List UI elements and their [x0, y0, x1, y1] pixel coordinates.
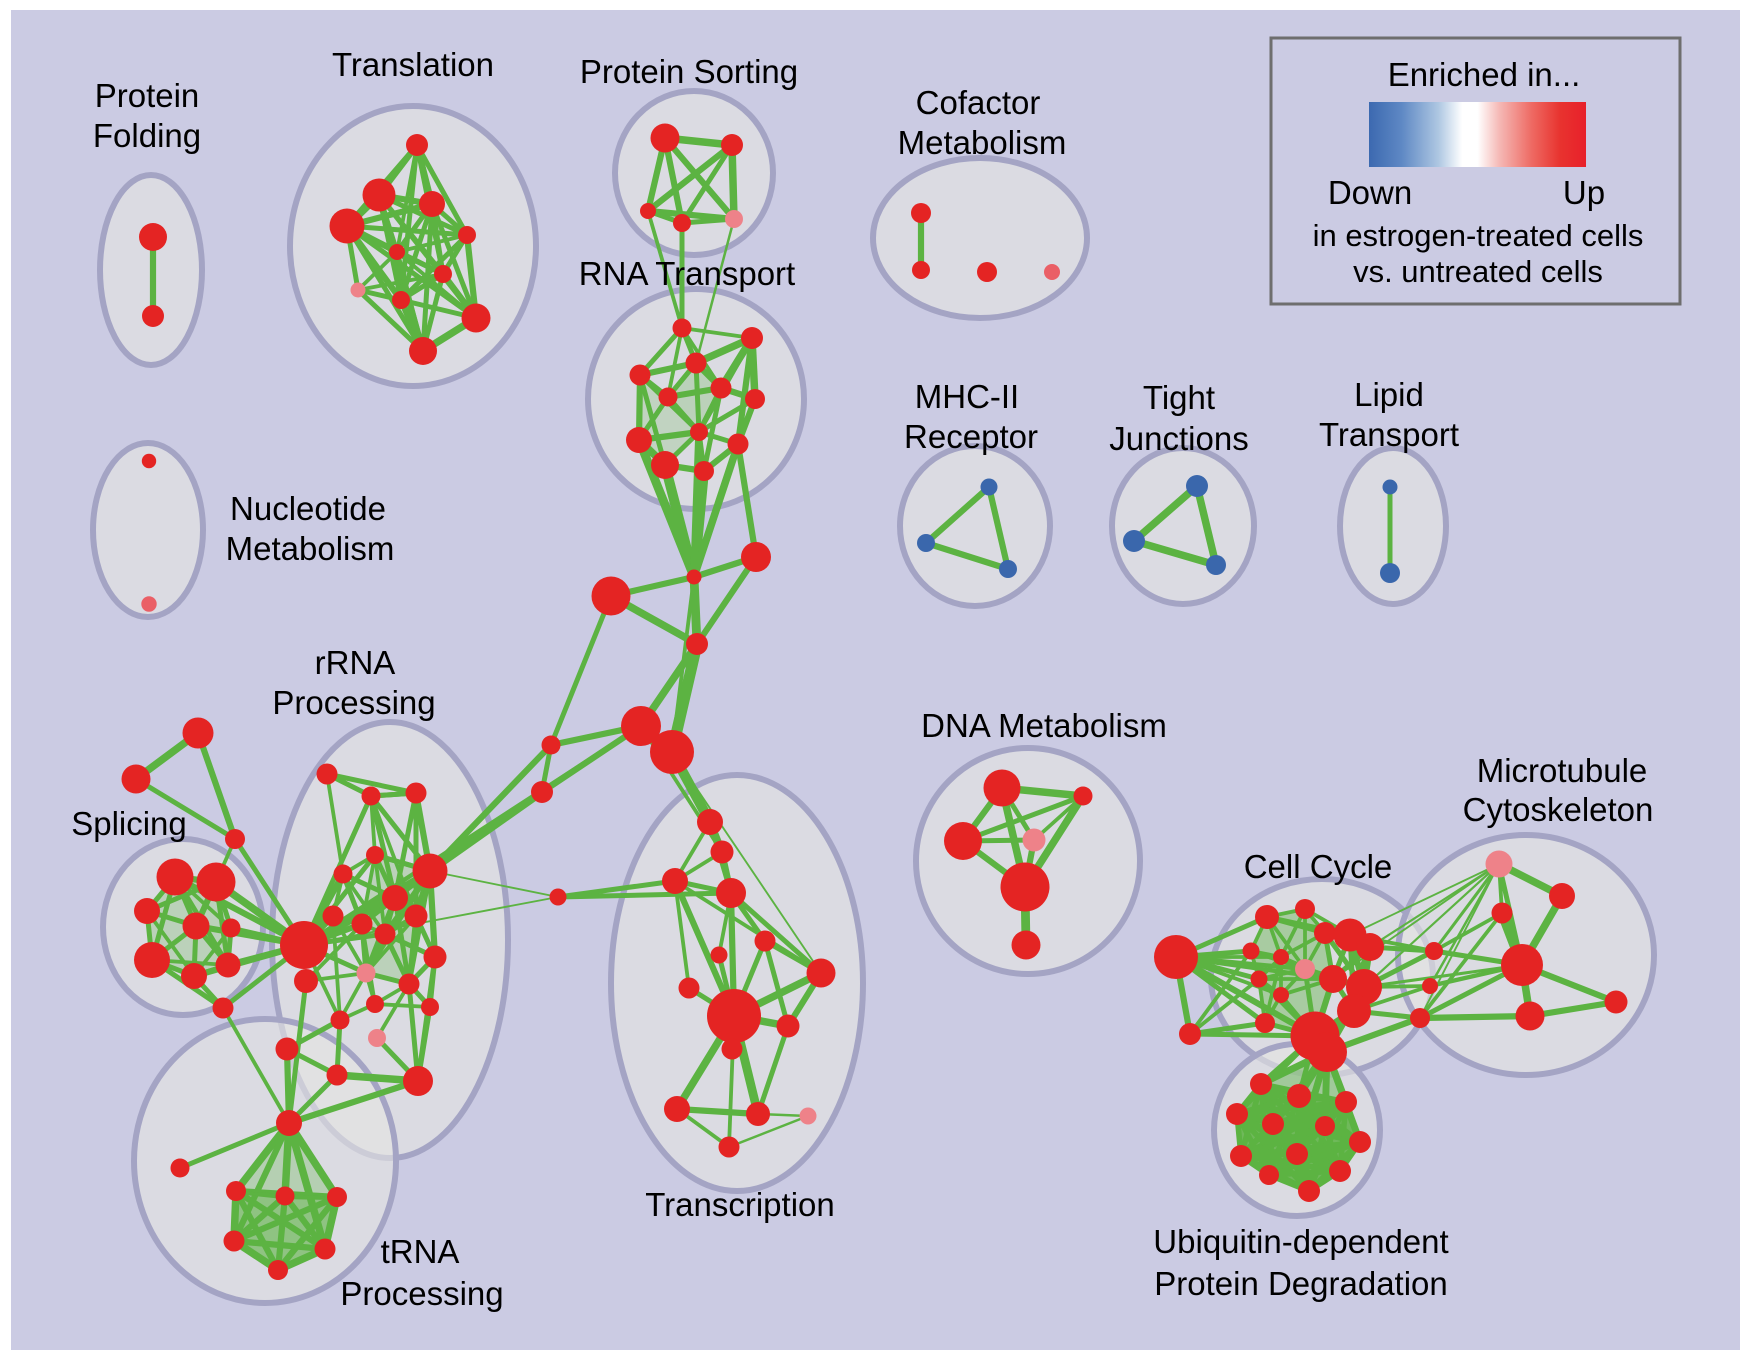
svg-text:DNA Metabolism: DNA Metabolism	[921, 707, 1167, 744]
svg-text:Translation: Translation	[332, 46, 494, 83]
svg-text:Processing: Processing	[272, 684, 435, 721]
svg-text:Transport: Transport	[1319, 416, 1459, 453]
svg-text:Receptor: Receptor	[904, 418, 1038, 455]
svg-text:Microtubule: Microtubule	[1477, 752, 1648, 789]
svg-text:Metabolism: Metabolism	[898, 124, 1067, 161]
svg-text:Folding: Folding	[93, 117, 201, 154]
svg-text:tRNA: tRNA	[381, 1233, 460, 1270]
svg-text:Nucleotide: Nucleotide	[230, 490, 386, 527]
svg-text:Down: Down	[1328, 174, 1412, 211]
svg-text:Protein Sorting: Protein Sorting	[580, 53, 798, 90]
svg-text:Lipid: Lipid	[1354, 376, 1424, 413]
svg-text:Cofactor: Cofactor	[916, 84, 1041, 121]
svg-text:Ubiquitin-dependent: Ubiquitin-dependent	[1153, 1223, 1448, 1260]
svg-text:Cytoskeleton: Cytoskeleton	[1463, 791, 1654, 828]
svg-text:Transcription: Transcription	[645, 1186, 835, 1223]
svg-text:vs. untreated cells: vs. untreated cells	[1353, 254, 1603, 289]
svg-text:Protein: Protein	[95, 77, 200, 114]
svg-text:Splicing: Splicing	[71, 805, 187, 842]
svg-text:rRNA: rRNA	[315, 644, 396, 681]
svg-text:MHC-II: MHC-II	[915, 378, 1019, 415]
svg-text:Enriched in...: Enriched in...	[1388, 56, 1581, 93]
svg-text:Tight: Tight	[1143, 379, 1215, 416]
svg-text:Junctions: Junctions	[1109, 420, 1248, 457]
svg-text:Protein Degradation: Protein Degradation	[1154, 1265, 1448, 1302]
svg-text:Metabolism: Metabolism	[226, 530, 395, 567]
svg-text:Cell Cycle: Cell Cycle	[1244, 848, 1393, 885]
svg-text:RNA Transport: RNA Transport	[579, 255, 795, 292]
svg-text:Up: Up	[1563, 174, 1605, 211]
svg-text:Processing: Processing	[340, 1275, 503, 1312]
svg-text:in estrogen-treated cells: in estrogen-treated cells	[1313, 218, 1644, 253]
